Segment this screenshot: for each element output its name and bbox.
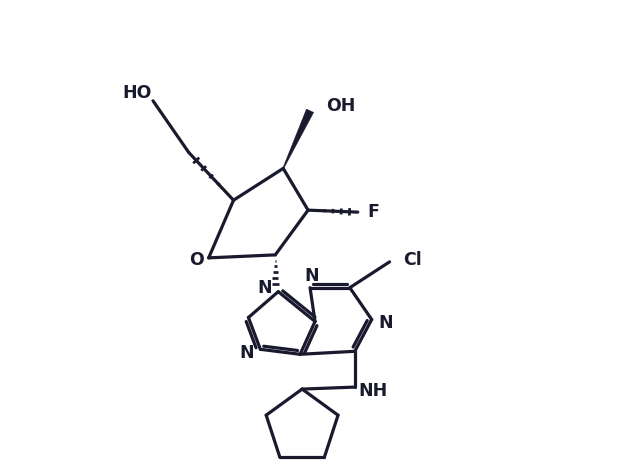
- Text: HO: HO: [122, 84, 152, 102]
- Text: NH: NH: [359, 382, 388, 400]
- Text: F: F: [368, 203, 380, 221]
- Text: Cl: Cl: [403, 251, 422, 269]
- Text: N: N: [305, 267, 319, 285]
- Text: N: N: [239, 345, 253, 362]
- Text: N: N: [257, 279, 271, 297]
- Text: OH: OH: [326, 97, 355, 115]
- Text: N: N: [378, 314, 393, 332]
- Polygon shape: [283, 109, 314, 169]
- Text: O: O: [189, 251, 204, 269]
